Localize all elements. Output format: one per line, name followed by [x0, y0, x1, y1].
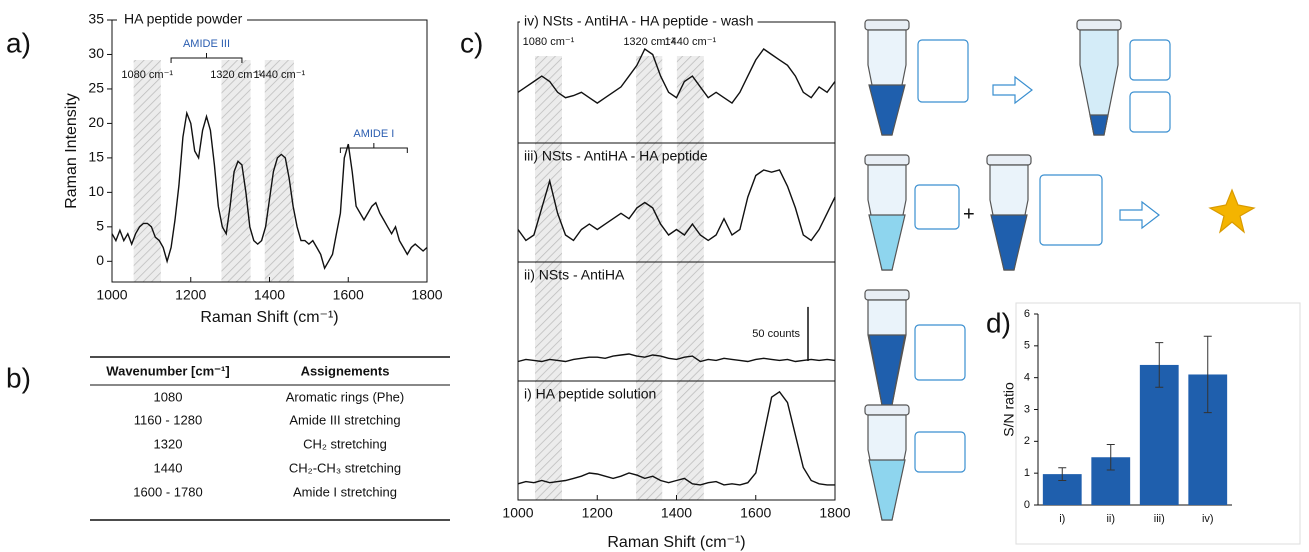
- x-tick-label: 1800: [411, 287, 442, 303]
- y-tick-label: 0: [1024, 499, 1030, 511]
- table-cell: CH₂ stretching: [303, 436, 387, 451]
- x-tick-label: 1600: [740, 505, 771, 521]
- y-axis-label: S/N ratio: [1001, 382, 1017, 437]
- annotation: AMIDE III: [183, 38, 230, 50]
- tube: [864, 404, 910, 521]
- x-tick-label: iv): [1202, 513, 1214, 525]
- bracket: [339, 143, 408, 153]
- x-tick-label: 1400: [661, 505, 692, 521]
- bar: [1139, 364, 1179, 505]
- band-label: 1080 cm⁻¹: [121, 69, 173, 81]
- y-tick-label: 5: [1024, 340, 1030, 352]
- chart-title: HA peptide powder: [124, 11, 243, 27]
- band: [133, 60, 161, 282]
- x-axis-label: Raman Shift (cm⁻¹): [607, 534, 745, 551]
- x-axis-label: Raman Shift (cm⁻¹): [200, 309, 338, 326]
- error-bar: [1058, 467, 1067, 481]
- spectrum: [517, 169, 836, 242]
- table-header: Wavenumber [cm⁻¹]: [106, 363, 229, 378]
- x-tick-label: iii): [1154, 513, 1165, 525]
- x-tick-label: 1200: [582, 505, 613, 521]
- error-bar: [1106, 444, 1115, 471]
- series-label: ii) NSts - AntiHA: [524, 267, 625, 283]
- spectrum: [111, 110, 428, 270]
- band: [221, 60, 251, 282]
- error-bar: [1155, 342, 1164, 388]
- table-cell: CH₂-CH₃ stretching: [289, 460, 401, 475]
- table-cell: 1600 - 1780: [133, 484, 202, 499]
- schematic: +: [864, 19, 1256, 521]
- title-bg: [117, 12, 247, 28]
- y-tick-label: 1: [1024, 467, 1030, 479]
- table-cell: 1160 - 1280: [134, 412, 202, 427]
- y-tick-label: 2: [1024, 435, 1030, 447]
- band-label: 1080 cm⁻¹: [523, 36, 575, 48]
- panel-d-frame: [1015, 302, 1301, 545]
- plot-frame: [517, 21, 836, 501]
- panel-label: a): [6, 27, 31, 58]
- table-cell: Amide I stretching: [293, 484, 397, 499]
- y-tick-label: 0: [96, 252, 104, 268]
- tube: [1076, 19, 1122, 136]
- scale-bar-label: 50 counts: [752, 328, 800, 340]
- x-tick-label: i): [1059, 513, 1065, 525]
- table-cell: Amide III stretching: [289, 412, 400, 427]
- band-label: 1440 cm⁻¹: [254, 69, 306, 81]
- spectrum: [517, 390, 835, 486]
- annotation: AMIDE I: [353, 128, 394, 140]
- x-tick-label: 1600: [333, 287, 364, 303]
- series-label: iii) NSts - AntiHA - HA peptide: [524, 148, 708, 164]
- arrow: [992, 75, 1033, 105]
- table-cell: 1080: [154, 389, 183, 404]
- band-label: 1320 cm⁻¹: [210, 69, 262, 81]
- svg-text:+: +: [963, 203, 975, 225]
- inset: [917, 39, 969, 103]
- band: [535, 56, 562, 500]
- error-bar: [1203, 335, 1212, 414]
- series-label: iv) NSts - AntiHA - HA peptide - wash: [524, 13, 754, 29]
- spectrum: [517, 47, 836, 105]
- tube: [864, 154, 910, 271]
- band: [264, 60, 294, 282]
- y-tick-label: 5: [96, 218, 104, 234]
- y-tick-label: 25: [88, 80, 104, 96]
- tube: [986, 154, 1032, 271]
- bracket: [170, 53, 243, 63]
- series-label: i) HA peptide solution: [524, 386, 656, 402]
- x-tick-label: 1000: [96, 287, 127, 303]
- y-tick-label: 30: [88, 45, 104, 61]
- panel-label: d): [986, 307, 1011, 338]
- table-cell: 1320: [154, 436, 183, 451]
- y-tick-label: 15: [88, 149, 104, 165]
- y-tick-label: 20: [88, 114, 104, 130]
- band-label: 1320 cm⁻¹: [623, 36, 675, 48]
- panel-label: b): [6, 362, 31, 393]
- tube: [864, 289, 910, 406]
- x-tick-label: 1800: [819, 505, 850, 521]
- table-cell: Aromatic rings (Phe): [286, 389, 404, 404]
- y-tick-label: 10: [88, 183, 104, 199]
- table-header: Assignements: [301, 363, 390, 378]
- panel-label: c): [460, 27, 483, 58]
- y-tick-label: 3: [1024, 403, 1030, 415]
- x-tick-label: 1200: [175, 287, 206, 303]
- label-bg: [520, 14, 758, 30]
- y-tick-label: 4: [1024, 372, 1030, 384]
- y-tick-label: 35: [88, 11, 104, 27]
- x-tick-label: 1400: [254, 287, 285, 303]
- x-tick-label: 1000: [502, 505, 533, 521]
- y-axis-label: Raman Intensity: [63, 93, 80, 209]
- tube: [864, 19, 910, 136]
- band-label: 1440 cm⁻¹: [665, 36, 717, 48]
- spectrum: [517, 353, 836, 363]
- band: [636, 56, 663, 500]
- band: [676, 56, 704, 500]
- y-tick-label: 6: [1024, 308, 1030, 320]
- table-cell: 1440: [154, 460, 183, 475]
- x-tick-label: ii): [1106, 513, 1115, 525]
